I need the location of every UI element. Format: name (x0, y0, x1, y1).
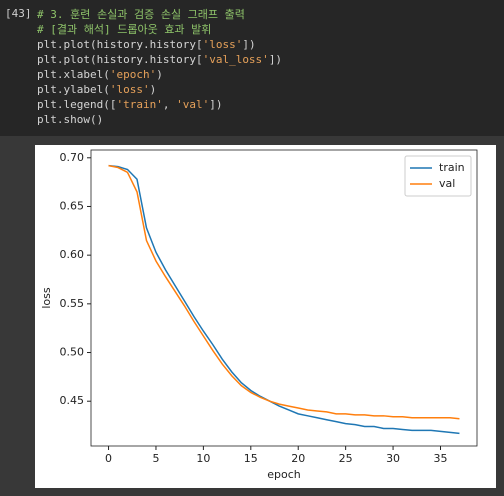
code-token: 'loss' (202, 38, 243, 51)
code-cell[interactable]: [43] # 3. 훈련 손실과 검증 손실 그래프 출력 # [결과 해석] 드… (0, 0, 504, 136)
code-line: plt.ylabel('loss') (37, 82, 282, 97)
chart: 0 5 10 15 20 25 30 35 0.45 0.50 0.55 0.60 0.65 0.70 ep… (40, 149, 478, 481)
plot-frame (90, 149, 478, 447)
code-token: plt.show() (37, 113, 104, 126)
x-tick-label: 20 (291, 452, 305, 465)
code-token: 'val' (176, 98, 210, 111)
code-token: plt.ylabel( (37, 83, 110, 96)
x-tick-label: 5 (152, 452, 159, 465)
code-line: plt.show() (37, 112, 282, 127)
code-token: ]) (242, 38, 256, 51)
y-tick-label: 0.65 (60, 199, 85, 212)
code-token: # 3. 훈련 손실과 검증 손실 그래프 출력 (37, 8, 245, 21)
x-tick-label: 30 (386, 452, 400, 465)
code-token: ) (149, 83, 157, 96)
code-token: 'train' (116, 98, 163, 111)
code-line: # [결과 해석] 드롭아웃 효과 발휘 (37, 22, 282, 37)
legend-label: val (439, 177, 455, 190)
code-token: ) (156, 68, 163, 81)
y-tick-label: 0.45 (60, 394, 85, 407)
code-line: plt.plot(history.history['loss']) (37, 37, 282, 52)
x-tick-label: 10 (196, 452, 210, 465)
y-tick-label: 0.70 (60, 151, 85, 164)
legend-box (404, 155, 472, 197)
code-token: plt.plot(history.history[ (37, 53, 203, 66)
line-series (108, 164, 460, 420)
code-token: , (162, 98, 177, 111)
code-token: 'loss' (109, 83, 150, 96)
code-line: plt.xlabel('epoch') (37, 67, 282, 82)
code-token: 'epoch' (109, 68, 157, 81)
x-axis-label: epoch (267, 468, 301, 481)
y-axis-label: loss (40, 287, 53, 309)
y-tick-label: 0.60 (60, 248, 85, 261)
y-tick-label: 0.55 (60, 297, 85, 310)
code-token: ]) (268, 53, 283, 66)
line-series (108, 164, 460, 435)
code-token: plt.legend([ (37, 98, 117, 111)
legend-label: train (439, 161, 465, 174)
code-line: # 3. 훈련 손실과 검증 손실 그래프 출력 (37, 7, 282, 22)
code-line: plt.plot(history.history['val_loss']) (37, 52, 282, 67)
y-tick-label: 0.50 (60, 346, 85, 359)
code-token: # [결과 해석] 드롭아웃 효과 발휘 (37, 23, 212, 36)
x-tick-label: 15 (244, 452, 258, 465)
code-lines: # 3. 훈련 손실과 검증 손실 그래프 출력 # [결과 해석] 드롭아웃 효… (37, 7, 282, 127)
cell-output: 0 5 10 15 20 25 30 35 0.45 0.50 0.55 0.60 0.65 0.70 ep… (35, 145, 496, 488)
code-token: ]) (209, 98, 223, 111)
x-tick-label: 35 (433, 452, 447, 465)
cell-prompt: [43] (5, 7, 32, 20)
code-token: 'val_loss' (202, 53, 269, 66)
code-token: plt.plot(history.history[ (37, 38, 203, 51)
code-token: plt.xlabel( (37, 68, 110, 81)
code-line: plt.legend(['train', 'val']) (37, 97, 282, 112)
x-tick-label: 25 (339, 452, 353, 465)
x-tick-label: 0 (105, 452, 112, 465)
